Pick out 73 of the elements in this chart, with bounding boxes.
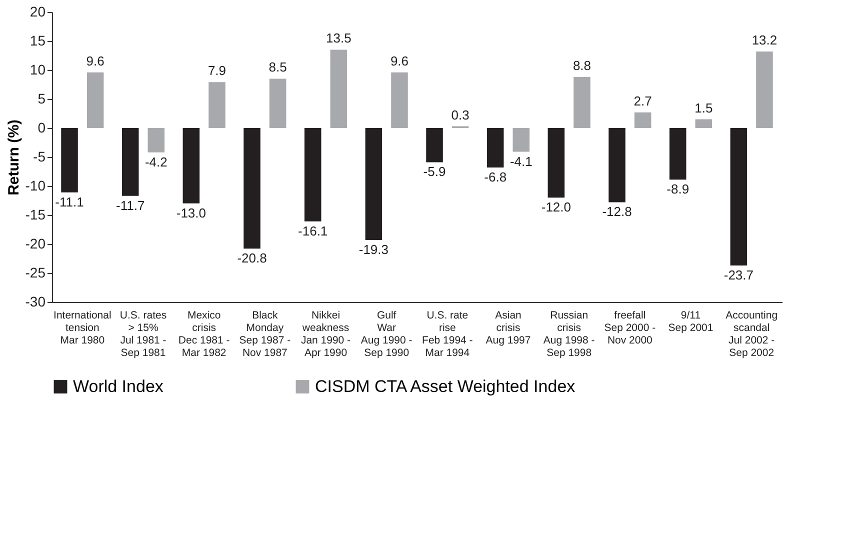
y-tick-label: -5 [33,148,46,164]
y-tick-label: 20 [30,4,46,20]
bar [208,82,226,128]
data-label: -5.9 [423,164,446,180]
x-tick-label: Gulf War Aug 1990 - Sep 1990 [360,310,413,359]
bar [669,128,686,180]
data-label: 1.5 [694,100,713,116]
y-tick-label: -30 [25,294,46,310]
data-label: -11.7 [116,198,145,213]
y-tick-label: -20 [25,236,46,252]
data-label: 2.7 [634,93,652,108]
data-label: 13.2 [752,32,778,48]
bar [634,112,652,128]
bar [269,78,286,128]
data-label: -12.0 [541,200,571,215]
data-label: -11.1 [55,194,84,210]
x-tick-label: Russian crisis Aug 1998 - Sep 1998 [543,310,596,359]
bar [365,128,382,240]
legend-label: World Index [73,376,164,396]
x-tick-label: 9/11 Sep 2001 [668,310,714,334]
x-tick-label: Asian crisis Aug 1997 [486,310,531,346]
data-label: -6.8 [484,169,507,184]
x-tick-label: U.S. rates > 15% Jul 1981 - Sep 1981 [120,310,167,359]
data-label: 9.6 [86,53,104,68]
bar [730,128,748,266]
data-label: -8.9 [666,182,690,197]
data-label: -13.0 [176,205,206,220]
bar [695,119,712,128]
bar [182,128,200,204]
data-label: 8.5 [268,60,287,75]
bar [61,128,78,192]
data-label: -4.1 [510,154,532,169]
bar [608,128,626,202]
bar [122,128,139,196]
x-tick-label: Nikkei weakness Jan 1990 - Apr 1990 [300,310,352,359]
x-tick-label: Mexico crisis Dec 1981 - Mar 1982 [178,310,230,359]
data-label: -20.8 [237,250,267,266]
bar [244,128,260,249]
data-label: 13.5 [326,30,352,46]
bar [148,128,165,152]
data-label: -23.7 [724,267,754,282]
bar [486,128,504,168]
data-label: -16.1 [298,223,328,238]
bar [391,72,408,128]
x-tick-label: Black Monday Sep 1987 - Nov 1987 [239,310,292,359]
bar [574,76,590,128]
y-axis-title: Return (%) [5,120,22,196]
data-label: 0.3 [451,107,470,122]
y-tick-label: 10 [30,62,46,78]
data-label: -4.2 [144,154,168,170]
bar [330,50,348,128]
y-tick-label: 5 [38,90,46,106]
y-tick-label: 15 [30,32,46,48]
data-label: -19.3 [358,242,388,257]
bar [548,128,565,198]
x-tick-label: freefall Sep 2000 - Nov 2000 [604,310,656,346]
data-label: 8.8 [572,58,592,73]
data-label: 7.9 [208,63,226,78]
x-tick-label: Accounting scandal Jul 2002 - Sep 2002 [726,310,778,359]
y-tick-label: -25 [25,264,46,280]
y-tick-label: -10 [25,178,46,194]
bar [426,128,443,162]
bar [304,128,322,222]
bar [756,51,773,128]
bar [512,128,530,152]
data-label: -12.8 [602,204,632,220]
bar [86,72,104,128]
legend-label: CISDM CTA Asset Weighted Index [315,376,576,396]
y-tick-label: 0 [38,120,46,136]
x-tick-label: International tension Mar 1980 [54,310,112,346]
x-tick-label: U.S. rate rise Feb 1994 - Mar 1994 [422,310,474,359]
data-label: 9.6 [390,53,409,68]
y-tick-label: -15 [25,206,46,222]
